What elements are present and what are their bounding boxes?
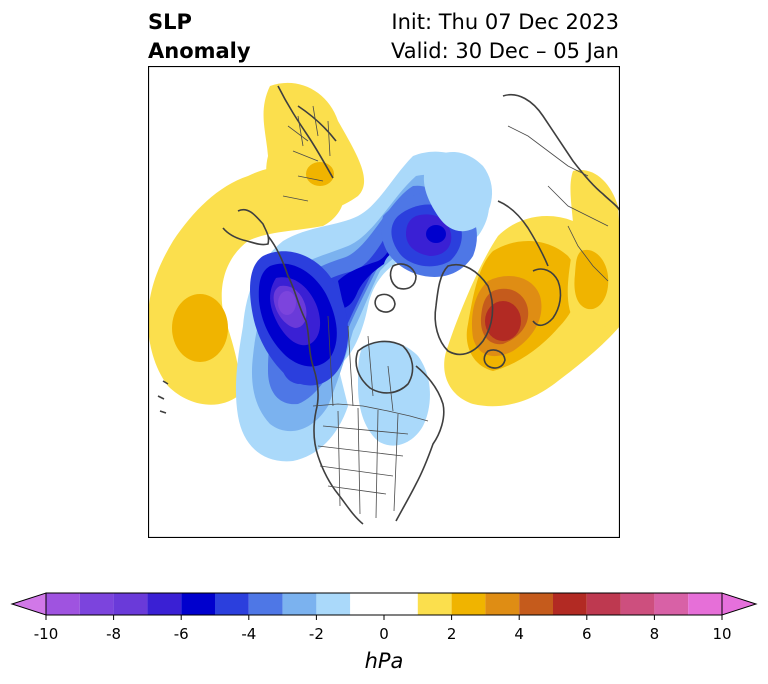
colorbar-bin bbox=[248, 593, 283, 615]
colorbar-unit-label: hPa bbox=[365, 649, 404, 673]
colorbar-bin bbox=[654, 593, 689, 615]
colorbar-bin bbox=[586, 593, 621, 615]
colorbar-bin bbox=[181, 593, 215, 615]
colorbar-extend-under bbox=[10, 592, 47, 616]
colorbar-bin bbox=[79, 593, 114, 615]
colorbar-bin bbox=[350, 593, 418, 615]
colorbar-bin bbox=[113, 593, 148, 615]
colorbar-bin bbox=[519, 593, 553, 615]
colorbar-bin bbox=[215, 593, 249, 615]
colorbar-extend-over bbox=[721, 592, 758, 616]
anomaly-high-north-pacific bbox=[148, 166, 344, 405]
colorbar-bin bbox=[282, 593, 317, 615]
colorbar-bin bbox=[620, 593, 655, 615]
colorbar-tick-label: 2 bbox=[447, 625, 457, 643]
colorbar-canvas: -10 -8 -6 -4 -2 0 2 4 6 8 10 hPa bbox=[10, 592, 758, 673]
colorbar-bin bbox=[147, 593, 182, 615]
slp-anomaly-map bbox=[148, 66, 620, 538]
colorbar-tick-label: -8 bbox=[106, 625, 121, 643]
colorbar-tick-label: -4 bbox=[241, 625, 256, 643]
colorbar-bin bbox=[417, 593, 452, 615]
colorbar-tick-label: 8 bbox=[650, 625, 660, 643]
colorbar-tick-label: -2 bbox=[309, 625, 324, 643]
colorbar-bin bbox=[553, 593, 587, 615]
valid-date-text: Valid: 30 Dec – 05 Jan bbox=[390, 39, 619, 63]
title-line-slp: SLP bbox=[148, 10, 192, 34]
country-borders bbox=[282, 105, 609, 519]
colorbar-tick-label: 0 bbox=[379, 625, 389, 643]
colorbar-tick-label: -10 bbox=[34, 625, 59, 643]
colorbar-bin bbox=[485, 593, 520, 615]
colorbar-bin bbox=[316, 593, 351, 615]
colorbar: -10 -8 -6 -4 -2 0 2 4 6 8 10 hPa bbox=[0, 580, 768, 684]
title-line-anomaly: Anomaly bbox=[148, 39, 251, 63]
colorbar-bin bbox=[451, 593, 486, 615]
colorbar-bin bbox=[688, 593, 722, 615]
init-date-text: Init: Thu 07 Dec 2023 bbox=[391, 10, 619, 34]
colorbar-tick-label: 4 bbox=[514, 625, 524, 643]
forecast-dates: Init: Thu 07 Dec 2023 Valid: 30 Dec – 05… bbox=[391, 8, 619, 66]
colorbar-bin bbox=[46, 593, 80, 615]
colorbar-tick-label: 10 bbox=[712, 625, 731, 643]
map-canvas bbox=[148, 66, 620, 538]
map-border bbox=[148, 66, 620, 538]
coastlines bbox=[157, 85, 620, 525]
colorbar-tick-label: 6 bbox=[582, 625, 592, 643]
anomaly-high-east-asia bbox=[567, 170, 620, 331]
map-title: SLP Anomaly bbox=[148, 8, 251, 66]
colorbar-tick-label: -6 bbox=[174, 625, 189, 643]
